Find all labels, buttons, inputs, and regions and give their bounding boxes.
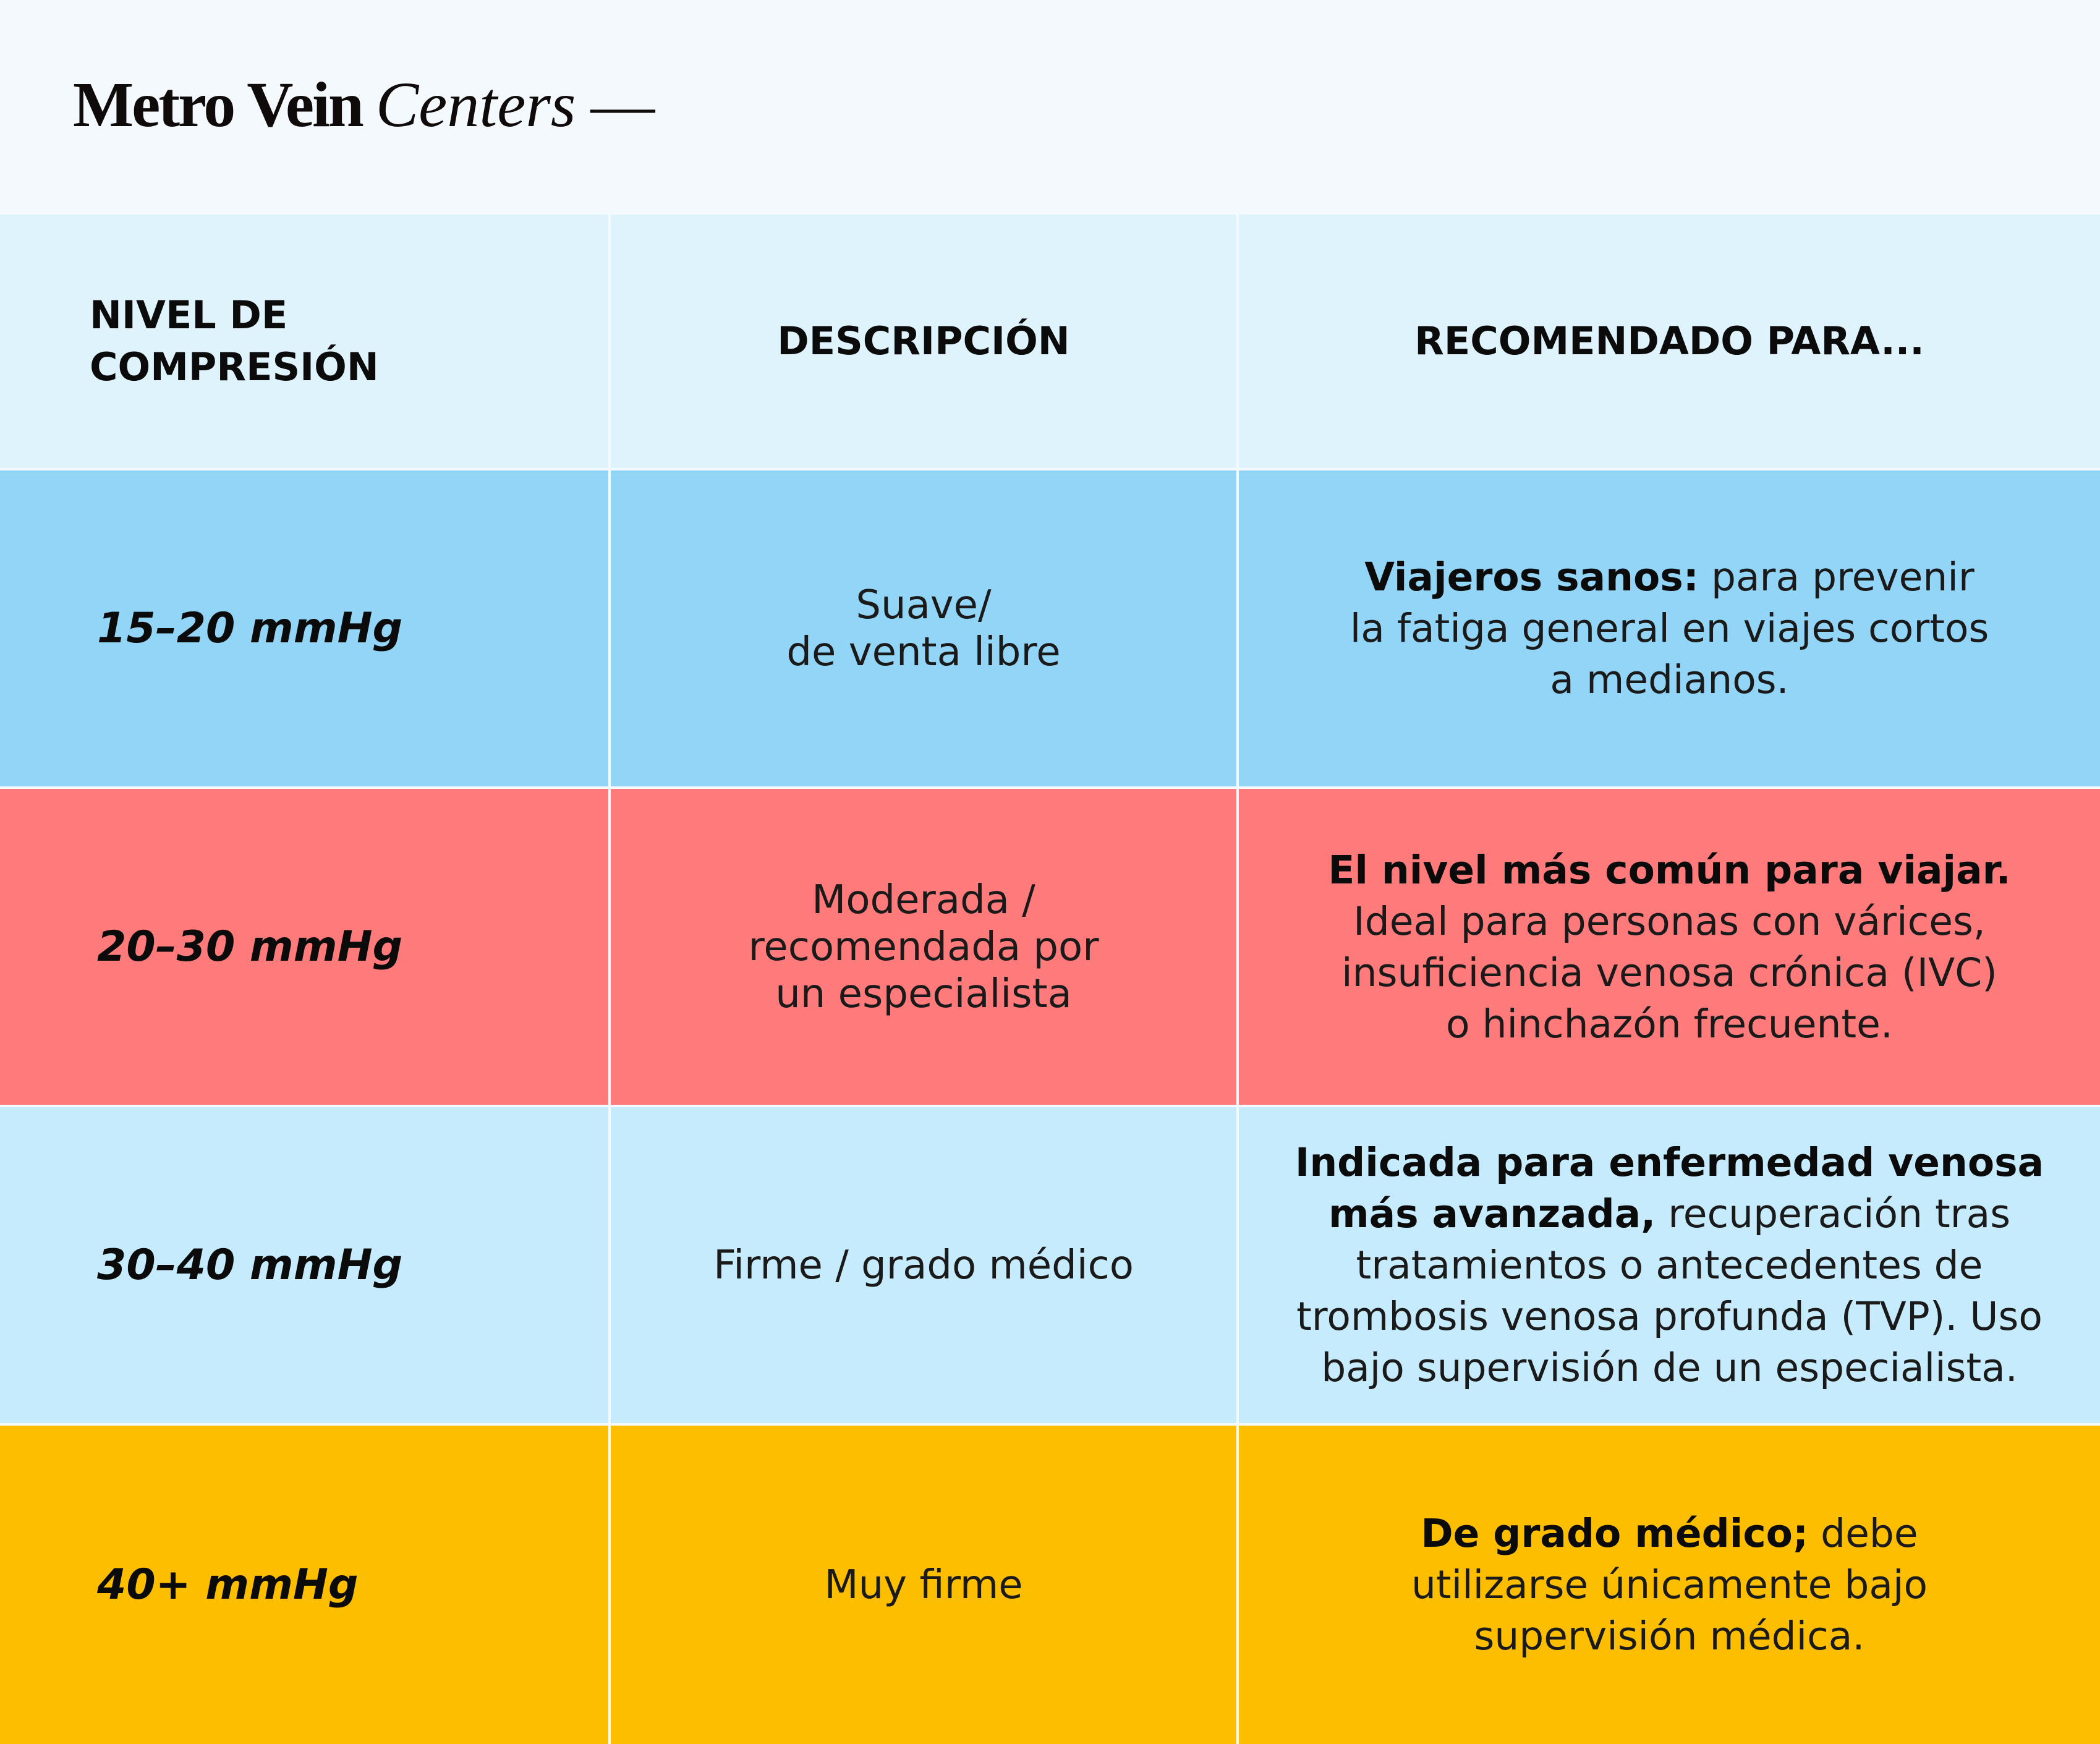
recommendation-text: insuficiencia venosa crónica (IVC) xyxy=(1341,950,1997,995)
recommendation-line: bajo supervisión de un especialista. xyxy=(1295,1342,2044,1393)
recommendation-emphasis: Indicada para enfermedad venosa xyxy=(1294,1140,2044,1185)
recommendation-emphasis: Viajeros sanos: xyxy=(1364,555,1699,600)
row-level-value: 40+ mmHg xyxy=(97,1560,359,1609)
row-description: Moderada / recomendada por un especialis… xyxy=(748,877,1099,1018)
recommendation-line: trombosis venosa profunda (TVP). Uso xyxy=(1295,1291,2044,1342)
row-2-recommended-cell: El nivel más común para viajar. Ideal pa… xyxy=(1239,789,2100,1107)
row-description: Firme / grado médico xyxy=(713,1242,1134,1289)
description-line: Suave/ xyxy=(856,582,992,628)
logo-dash: — xyxy=(590,69,655,140)
recommendation-line: El nivel más común para viajar. xyxy=(1328,844,2010,896)
recommendation-emphasis: De grado médico; xyxy=(1421,1511,1809,1556)
compression-level-table: NIVEL DE COMPRESIÓN DESCRIPCIÓN RECOMEND… xyxy=(0,215,2100,1744)
row-recommendation: Viajeros sanos: para prevenir la fatiga … xyxy=(1350,551,1989,705)
recommendation-line: supervisión médica. xyxy=(1411,1610,1928,1662)
header-level-line: COMPRESIÓN xyxy=(90,344,379,389)
header-level-line: NIVEL DE xyxy=(90,292,288,338)
recommendation-text: debe xyxy=(1808,1511,1918,1556)
row-1-recommended-cell: Viajeros sanos: para prevenir la fatiga … xyxy=(1239,470,2100,789)
recommendation-emphasis: más avanzada, xyxy=(1328,1191,1656,1236)
row-4-recommended-cell: De grado médico; debe utilizarse únicame… xyxy=(1239,1426,2100,1744)
recommendation-line: más avanzada, recuperación tras xyxy=(1295,1188,2044,1240)
row-description: Muy firme xyxy=(824,1562,1022,1609)
recommendation-text: tratamientos o antecedentes de xyxy=(1356,1243,1983,1288)
recommendation-text: a medianos. xyxy=(1550,657,1789,702)
row-2-level-cell: 20–30 mmHg xyxy=(0,789,611,1107)
metro-vein-centers-logo: Metro Vein Centers — xyxy=(73,65,655,145)
recommendation-text: recuperación tras xyxy=(1656,1191,2011,1236)
row-3-description-cell: Firme / grado médico xyxy=(611,1107,1239,1426)
row-1-description-cell: Suave/ de venta libre xyxy=(611,470,1239,789)
recommendation-text: o hinchazón frecuente. xyxy=(1446,1001,1893,1047)
row-level-value: 20–30 mmHg xyxy=(97,922,403,971)
recommendation-emphasis: El nivel más común para viajar. xyxy=(1328,847,2011,893)
header-cell-description: DESCRIPCIÓN xyxy=(611,215,1239,470)
header-cell-level: NIVEL DE COMPRESIÓN xyxy=(0,215,611,470)
recommendation-line: Indicada para enfermedad venosa xyxy=(1295,1137,2044,1188)
recommendation-text: utilizarse únicamente bajo xyxy=(1411,1562,1928,1607)
recommendation-text: supervisión médica. xyxy=(1474,1614,1865,1659)
description-line: un especialista xyxy=(775,971,1072,1017)
row-3-recommended-cell: Indicada para enfermedad venosa más avan… xyxy=(1239,1107,2100,1426)
row-level-value: 30–40 mmHg xyxy=(97,1241,403,1290)
row-1-level-cell: 15–20 mmHg xyxy=(0,470,611,789)
recommendation-text: la fatiga general en viajes cortos xyxy=(1350,606,1989,651)
description-line: de venta libre xyxy=(786,629,1061,675)
recommendation-line: insuficiencia venosa crónica (IVC) xyxy=(1328,947,2010,998)
row-recommendation: Indicada para enfermedad venosa más avan… xyxy=(1295,1137,2044,1393)
recommendation-line: la fatiga general en viajes cortos xyxy=(1350,603,1989,654)
header-cell-recommended: RECOMENDADO PARA... xyxy=(1239,215,2100,470)
recommendation-text: Ideal para personas con várices, xyxy=(1353,898,1986,944)
recommendation-line: De grado médico; debe xyxy=(1411,1508,1928,1559)
recommendation-line: o hinchazón frecuente. xyxy=(1328,998,2010,1050)
logo-brand-bold: Metro Vein xyxy=(73,69,364,140)
row-recommendation: De grado médico; debe utilizarse únicame… xyxy=(1411,1508,1928,1662)
row-level-value: 15–20 mmHg xyxy=(97,604,403,653)
row-2-description-cell: Moderada / recomendada por un especialis… xyxy=(611,789,1239,1107)
description-line: recomendada por xyxy=(748,924,1099,970)
recommendation-line: Ideal para personas con várices, xyxy=(1328,896,2010,947)
header-recommended-label: RECOMENDADO PARA... xyxy=(1414,318,1924,364)
logo-brand-italic: Centers xyxy=(375,69,576,140)
header-level-label: NIVEL DE COMPRESIÓN xyxy=(90,289,379,393)
row-recommendation: El nivel más común para viajar. Ideal pa… xyxy=(1328,844,2010,1050)
header-description-label: DESCRIPCIÓN xyxy=(777,318,1070,364)
recommendation-line: utilizarse únicamente bajo xyxy=(1411,1559,1928,1610)
description-line: Moderada / xyxy=(812,877,1035,923)
row-4-level-cell: 40+ mmHg xyxy=(0,1426,611,1744)
description-line: Muy firme xyxy=(824,1562,1023,1608)
row-4-description-cell: Muy firme xyxy=(611,1426,1239,1744)
recommendation-text: para prevenir xyxy=(1698,555,1975,600)
recommendation-text: bajo supervisión de un especialista. xyxy=(1321,1345,2018,1390)
row-3-level-cell: 30–40 mmHg xyxy=(0,1107,611,1426)
recommendation-line: tratamientos o antecedentes de xyxy=(1295,1240,2044,1291)
recommendation-line: Viajeros sanos: para prevenir xyxy=(1350,551,1989,603)
recommendation-text: trombosis venosa profunda (TVP). Uso xyxy=(1296,1294,2043,1339)
recommendation-line: a medianos. xyxy=(1350,654,1989,705)
description-line: Firme / grado médico xyxy=(713,1242,1134,1288)
row-description: Suave/ de venta libre xyxy=(786,582,1060,676)
